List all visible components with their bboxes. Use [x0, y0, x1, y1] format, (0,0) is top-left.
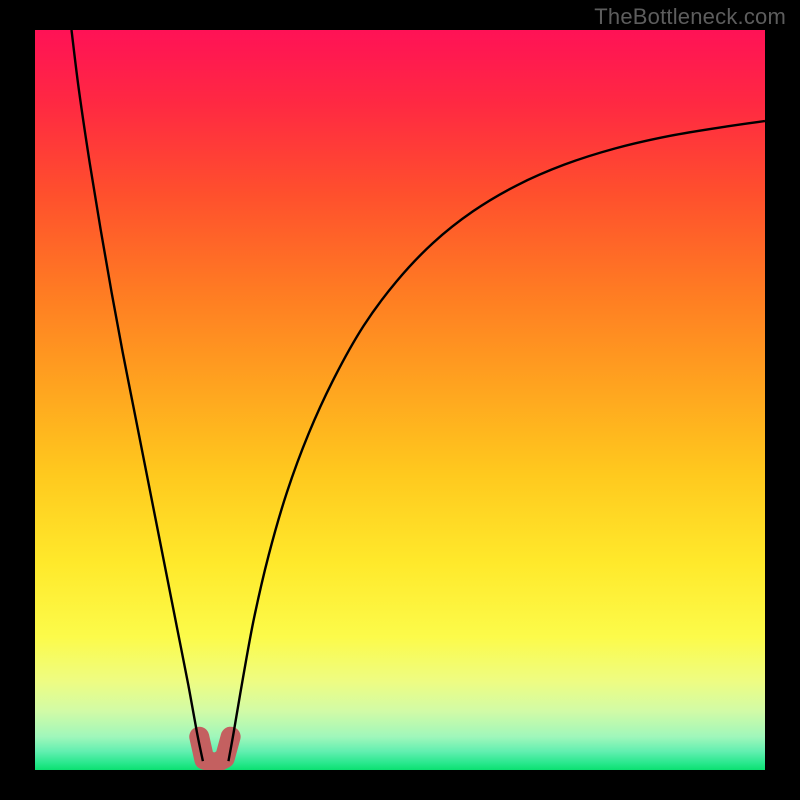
watermark-text: TheBottleneck.com: [594, 4, 786, 30]
chart-container: TheBottleneck.com: [0, 0, 800, 800]
plot-area: [35, 30, 765, 770]
bottleneck-chart: [0, 0, 800, 800]
